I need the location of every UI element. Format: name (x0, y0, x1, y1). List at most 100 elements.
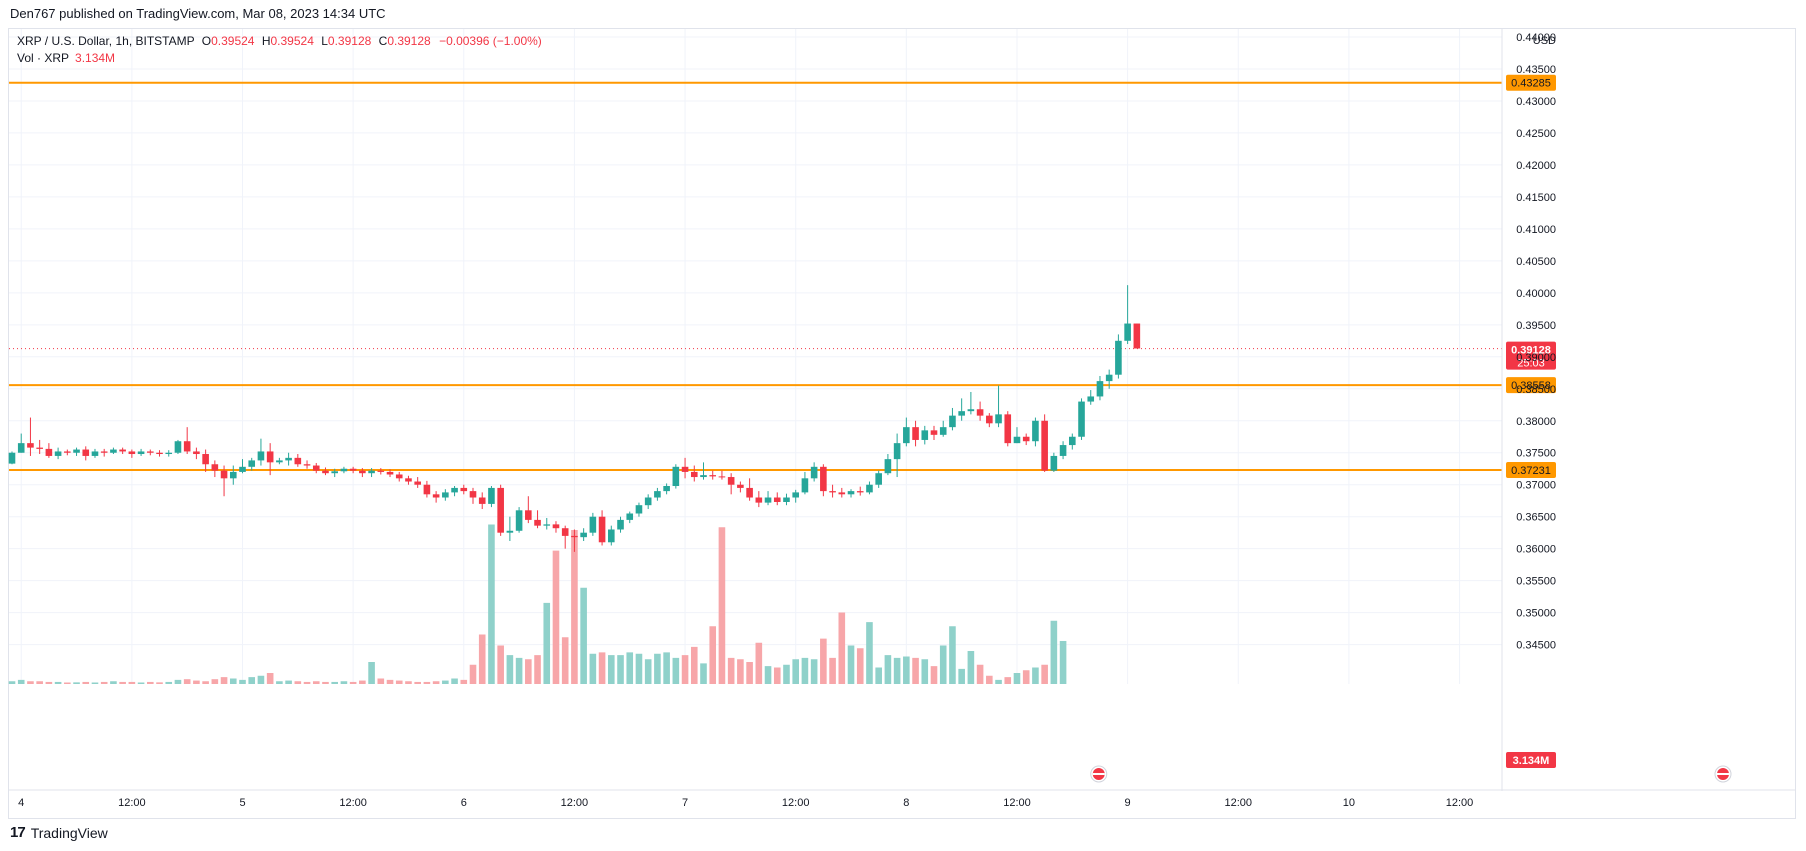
candle-body (921, 430, 929, 440)
volume-bar (294, 681, 302, 684)
volume-bar (229, 678, 237, 684)
candle-body (1041, 420, 1048, 471)
volume-bar (856, 648, 864, 684)
candle-body (912, 427, 919, 440)
candle-body (949, 415, 956, 428)
volume-bar (156, 682, 163, 684)
volume-bar (165, 681, 173, 684)
volume-bar (773, 667, 781, 684)
candle-body (525, 510, 532, 520)
volume-bar (340, 681, 348, 684)
candle-body (773, 497, 781, 502)
volume-bar (525, 659, 532, 684)
volume-bar (497, 645, 504, 684)
candle-body (128, 451, 136, 455)
volume-bar (644, 659, 652, 684)
y-tick-label: 0.39500 (1516, 320, 1556, 332)
y-tick-label: 0.38000 (1516, 416, 1556, 428)
volume-bar (893, 657, 901, 684)
candle-body (644, 497, 652, 506)
chart-legend[interactable]: XRP / U.S. Dollar, 1h, BITSTAMP O0.39524… (17, 33, 542, 67)
volume-bar (147, 681, 154, 684)
volume-bar (460, 679, 468, 684)
event-flag-stripe (1092, 773, 1105, 775)
volume-bar (976, 664, 984, 684)
candle-body (469, 491, 477, 498)
volume-bar (1059, 640, 1067, 684)
candle-body (515, 510, 523, 531)
volume-bar (54, 681, 62, 684)
volume-bar (571, 530, 578, 684)
candle-body (875, 473, 882, 485)
candle-body (202, 454, 209, 465)
candle-body (580, 532, 587, 538)
candle-body (303, 464, 311, 466)
candle-body (746, 487, 753, 498)
candle-body (608, 529, 615, 543)
volume-bar (838, 612, 846, 684)
candle-body (285, 457, 292, 461)
candle-body (1059, 445, 1067, 456)
y-tick-label: 0.35500 (1516, 576, 1556, 588)
volume-bar (285, 680, 292, 684)
volume-bar (478, 634, 486, 684)
tradingview-footer[interactable]: 17 TradingView (10, 824, 108, 841)
volume-bars (8, 524, 1067, 684)
candle-body (829, 491, 836, 493)
volume-bar (36, 681, 43, 684)
candle-body (930, 430, 938, 435)
candle-body (137, 451, 145, 455)
y-tick-label: 0.42500 (1516, 128, 1556, 140)
currency-label: USD (1533, 35, 1556, 47)
candle-body (349, 468, 357, 471)
volume-bar (276, 681, 283, 684)
volume-bar (746, 662, 753, 684)
candle-body (91, 451, 99, 456)
last-price-countdown: 25:03 (1517, 358, 1545, 370)
candle-body (1050, 455, 1058, 471)
y-tick-label: 0.35000 (1516, 608, 1556, 620)
volume-bar (626, 652, 634, 684)
candle-body (248, 460, 256, 467)
volume-bar (303, 681, 311, 684)
candle-body (368, 470, 375, 474)
last-price-tag (1506, 341, 1556, 370)
volume-bar (764, 666, 772, 684)
volume-bar (718, 527, 726, 684)
candle-body (727, 477, 735, 485)
volume-bar (958, 668, 965, 684)
candle-body (552, 524, 560, 529)
volume-bar (1004, 677, 1012, 684)
volume-bar (515, 657, 523, 684)
candle-body (386, 471, 394, 475)
volume-bar (414, 681, 421, 684)
chart-frame[interactable] (8, 28, 1796, 819)
volume-bar (1041, 664, 1048, 684)
candle-body (810, 466, 818, 479)
level-price-label: 0.37231 (1511, 465, 1551, 477)
level-price-tag[interactable] (1506, 461, 1556, 478)
candle-body (967, 409, 975, 412)
y-tick-label: 0.44000 (1516, 32, 1556, 44)
volume-bar (359, 680, 366, 684)
legend-high-value: 0.39524 (270, 34, 314, 48)
volume-bar (432, 681, 440, 684)
level-price-tag[interactable] (1506, 377, 1556, 394)
x-tick-label: 12:00 (339, 797, 367, 809)
y-tick-label: 0.38500 (1516, 384, 1556, 396)
event-flag-icon[interactable] (1090, 765, 1108, 783)
event-flag-icon[interactable] (1714, 765, 1732, 783)
candle-body (239, 466, 246, 472)
y-tick-label: 0.37000 (1516, 480, 1556, 492)
candle-body (571, 535, 578, 538)
volume-bar (91, 682, 99, 684)
level-price-tag[interactable] (1506, 74, 1556, 91)
candle-body (903, 427, 910, 444)
candle-body (331, 471, 338, 474)
candle-body (405, 478, 412, 482)
candle-body (635, 505, 643, 514)
x-tick-label: 12:00 (1003, 797, 1031, 809)
candle-body (257, 451, 265, 461)
